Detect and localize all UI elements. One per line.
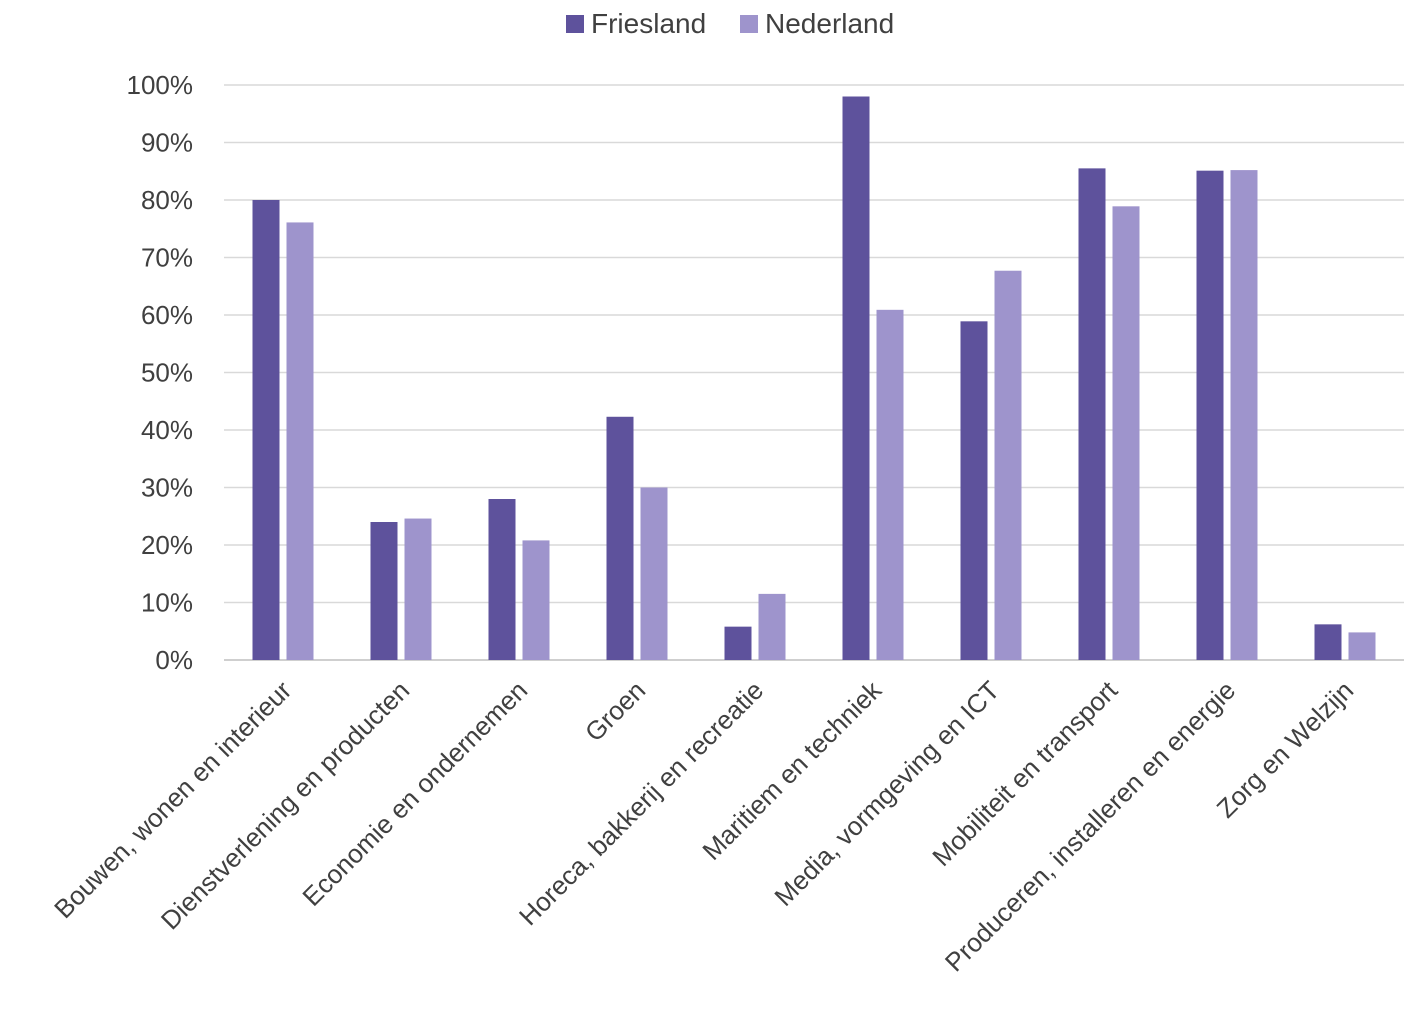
gridlines bbox=[224, 84, 1404, 661]
bar-nederland bbox=[404, 518, 432, 660]
y-tick-label: 50% bbox=[141, 358, 193, 388]
bar-friesland bbox=[960, 321, 988, 660]
x-category-label: Dienstverlening en producten bbox=[155, 675, 415, 935]
bar-nederland bbox=[1230, 170, 1258, 660]
y-tick-label: 20% bbox=[141, 530, 193, 560]
bar-friesland bbox=[370, 522, 398, 660]
x-category-label: Horeca, bakkerij en recreatie bbox=[513, 675, 769, 931]
bar-friesland bbox=[252, 200, 280, 660]
x-category-label: Media, vormgeving en ICT bbox=[768, 675, 1005, 912]
x-axis-categories: Bouwen, wonen en interieurDienstverlenin… bbox=[48, 674, 1359, 977]
y-tick-label: 70% bbox=[141, 243, 193, 273]
bar-nederland bbox=[1348, 632, 1376, 660]
y-tick-label: 80% bbox=[141, 185, 193, 215]
bar-friesland bbox=[1314, 624, 1342, 660]
legend: Friesland Nederland bbox=[566, 8, 894, 39]
y-tick-label: 100% bbox=[127, 70, 194, 100]
bar-nederland bbox=[1112, 206, 1140, 660]
y-tick-label: 60% bbox=[141, 300, 193, 330]
bar-friesland bbox=[842, 96, 870, 660]
bar-friesland bbox=[1196, 170, 1224, 661]
bar-nederland bbox=[994, 270, 1022, 660]
bar-nederland bbox=[286, 222, 314, 661]
bar-nederland bbox=[522, 540, 550, 660]
bar-friesland bbox=[724, 626, 752, 660]
legend-swatch-nederland bbox=[740, 15, 758, 33]
y-tick-label: 10% bbox=[141, 588, 193, 618]
y-tick-label: 40% bbox=[141, 415, 193, 445]
legend-swatch-friesland bbox=[566, 15, 584, 33]
bars bbox=[252, 96, 1376, 661]
y-tick-label: 30% bbox=[141, 473, 193, 503]
legend-label-nederland: Nederland bbox=[765, 8, 894, 39]
bar-friesland bbox=[488, 499, 516, 660]
y-tick-label: 90% bbox=[141, 128, 193, 158]
bar-friesland bbox=[606, 416, 634, 660]
bar-nederland bbox=[876, 309, 904, 660]
bar-friesland bbox=[1078, 168, 1106, 660]
x-category-label: Bouwen, wonen en interieur bbox=[48, 675, 297, 924]
bar-nederland bbox=[640, 487, 668, 660]
x-category-label: Groen bbox=[579, 675, 651, 747]
legend-label-friesland: Friesland bbox=[591, 8, 706, 39]
y-axis-ticks: 0% 10% 20% 30% 40% 50% 60% 70% 80% 90% 100% bbox=[127, 70, 194, 675]
bar-nederland bbox=[758, 593, 786, 660]
x-category-label: Economie en ondernemen bbox=[296, 675, 533, 912]
y-tick-label: 0% bbox=[155, 645, 193, 675]
